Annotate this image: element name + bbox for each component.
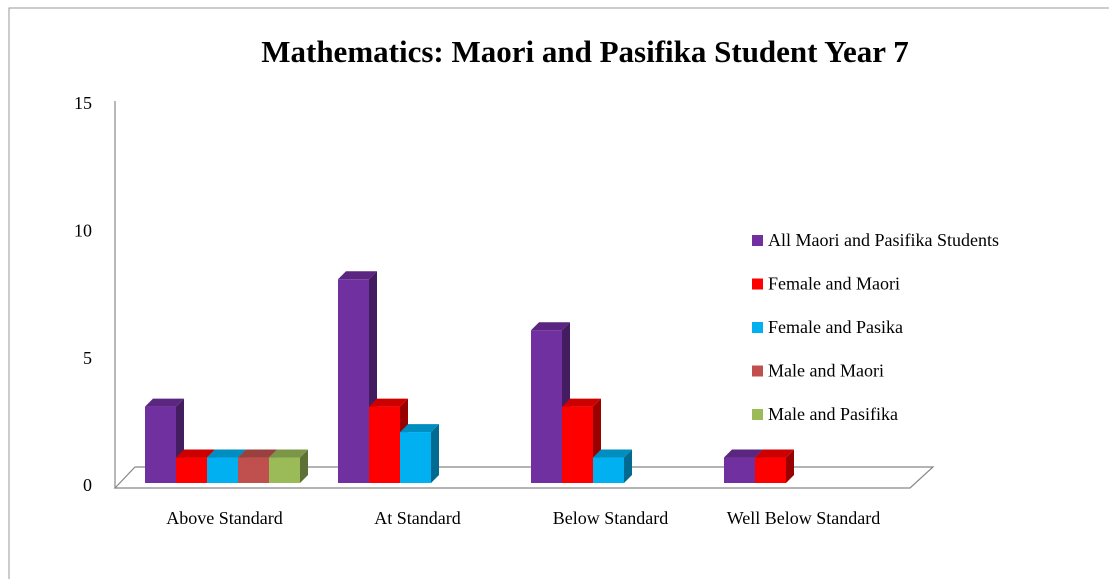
bar-front xyxy=(755,457,786,483)
y-tick-label: 10 xyxy=(74,220,92,240)
bar xyxy=(400,424,439,483)
bar-front xyxy=(338,279,369,483)
bar-top xyxy=(593,449,632,458)
bar-front xyxy=(207,457,238,483)
bar-front xyxy=(400,432,431,483)
bar-top xyxy=(531,322,570,331)
bar-front xyxy=(238,457,269,483)
bar-top xyxy=(724,449,763,458)
bar-top xyxy=(755,449,794,458)
x-tick-label: At Standard xyxy=(374,508,460,528)
legend-swatch xyxy=(752,409,763,420)
bar-top xyxy=(207,449,246,458)
bar xyxy=(755,449,794,483)
bar-front xyxy=(562,406,593,483)
legend-label: All Maori and Pasifika Students xyxy=(768,230,999,250)
bar-front xyxy=(531,330,562,483)
bar-side xyxy=(431,424,439,483)
bar-front xyxy=(369,406,400,483)
legend-swatch xyxy=(752,278,763,290)
bar-top xyxy=(400,424,439,433)
legend-label: Male and Pasifika xyxy=(768,404,898,424)
y-tick-label: 0 xyxy=(83,475,92,495)
bar-top xyxy=(238,449,277,458)
bar-top xyxy=(562,398,601,407)
legend-label: Male and Maori xyxy=(768,361,884,381)
bar-front xyxy=(145,406,176,483)
x-tick-label: Well Below Standard xyxy=(727,508,881,528)
x-tick-label: Below Standard xyxy=(553,508,668,528)
bar-side xyxy=(786,449,794,483)
chart-border xyxy=(8,7,1109,579)
x-tick-label: Above Standard xyxy=(166,508,282,528)
bar-front xyxy=(269,457,300,483)
legend-swatch xyxy=(752,235,763,246)
bar-top xyxy=(369,398,408,407)
legend-label: Female and Maori xyxy=(768,274,900,294)
bar xyxy=(593,449,632,483)
legend-swatch xyxy=(752,322,763,333)
bar-top xyxy=(176,449,215,458)
bar-side xyxy=(300,449,308,483)
y-tick-label: 15 xyxy=(74,93,92,113)
bar xyxy=(562,398,601,483)
bar-top xyxy=(269,449,308,458)
chart-title: Mathematics: Maori and Pasifika Student … xyxy=(261,34,909,69)
bar-side xyxy=(624,449,632,483)
bar xyxy=(269,449,308,483)
legend-label: Female and Pasika xyxy=(768,317,903,337)
y-tick-label: 5 xyxy=(83,348,92,368)
bar-front xyxy=(724,457,755,483)
bar-front xyxy=(593,457,624,483)
bar-top xyxy=(338,271,377,280)
bar-top xyxy=(145,398,184,407)
legend-swatch xyxy=(752,365,763,377)
bar-front xyxy=(176,457,207,483)
